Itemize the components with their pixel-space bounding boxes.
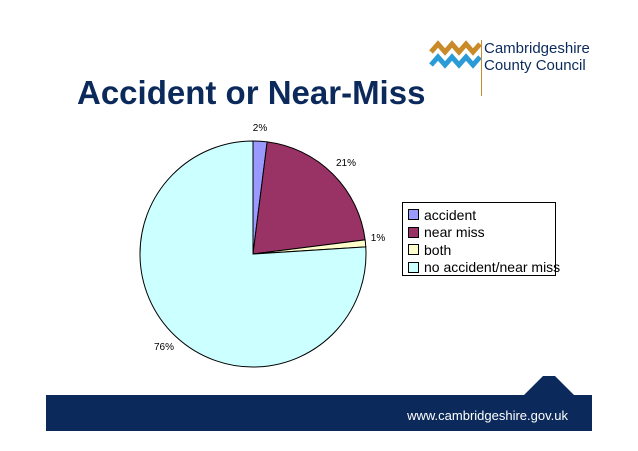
legend-item: near miss (408, 224, 555, 242)
data-label-accident: 2% (253, 123, 268, 134)
footer-tab-shape (524, 376, 574, 395)
data-label-no-accident-near-miss: 76% (154, 342, 174, 353)
legend-swatch (408, 261, 419, 273)
legend-label: both (424, 241, 452, 258)
legend-swatch (408, 244, 419, 256)
legend-item: both (408, 241, 555, 259)
legend-swatch (408, 226, 419, 238)
logo-divider (481, 40, 482, 96)
logo-line-2: County Council (484, 57, 586, 74)
legend-label: no accident/near miss (424, 259, 561, 276)
legend-swatch (408, 209, 419, 221)
page-title: Accident or Near-Miss (77, 74, 426, 111)
chart-legend: accident near miss both no accident/near mi… (402, 202, 560, 277)
council-logo-text: Cambridgeshire County Council (484, 40, 590, 74)
legend-label: near miss (424, 224, 485, 241)
data-label-both: 1% (371, 233, 386, 244)
legend-item: accident (408, 206, 555, 224)
legend-item: no accident/near miss (408, 259, 560, 277)
council-logo-icon (429, 40, 482, 69)
data-label-near-miss: 21% (336, 158, 356, 169)
footer-bar: www.cambridgeshire.gov.uk (46, 395, 592, 431)
pie-slice-no-accident-near-miss (139, 140, 367, 368)
pie-slice-near-miss (252, 141, 366, 255)
legend-label: accident (424, 206, 477, 223)
footer-url[interactable]: www.cambridgeshire.gov.uk (407, 408, 568, 423)
logo-line-1: Cambridgeshire (484, 40, 590, 57)
